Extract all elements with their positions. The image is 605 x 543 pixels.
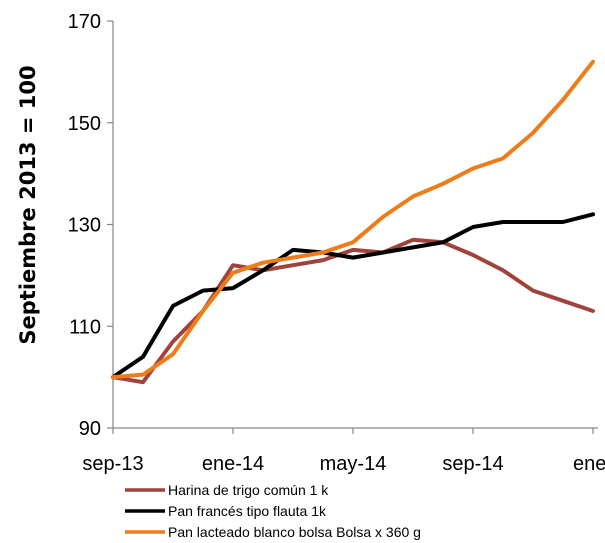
- axes: 90 110 130 150 170 sep-13 ene-14 may-14 sep-14 en…: [68, 11, 605, 475]
- x-tick-label: ene-: [573, 453, 605, 475]
- series-line-3: [111, 59, 595, 380]
- y-tick-label: 90: [79, 418, 101, 440]
- x-tick-label: sep-13: [82, 453, 143, 475]
- y-axis-label: Septiembre 2013 = 100: [16, 65, 40, 344]
- x-tick-label: may-14: [320, 453, 387, 475]
- y-tick-label: 150: [68, 113, 101, 135]
- y-tick-label: 170: [68, 11, 101, 33]
- legend-label: Harina de trigo común 1 k: [168, 482, 329, 498]
- legend-label: Pan lacteado blanco bolsa Bolsa x 360 g: [168, 524, 421, 540]
- series-lines: [111, 59, 595, 385]
- legend-label: Pan francés tipo flauta 1k: [168, 503, 327, 519]
- x-tick-label: ene-14: [202, 453, 264, 475]
- y-tick-label: 130: [68, 215, 101, 237]
- legend: Harina de trigo común 1 k Pan francés tip…: [125, 482, 421, 540]
- x-tick-label: sep-14: [442, 453, 503, 475]
- y-tick-label: 110: [69, 316, 101, 338]
- series-line-2: [111, 212, 595, 380]
- series-line-1: [111, 237, 595, 385]
